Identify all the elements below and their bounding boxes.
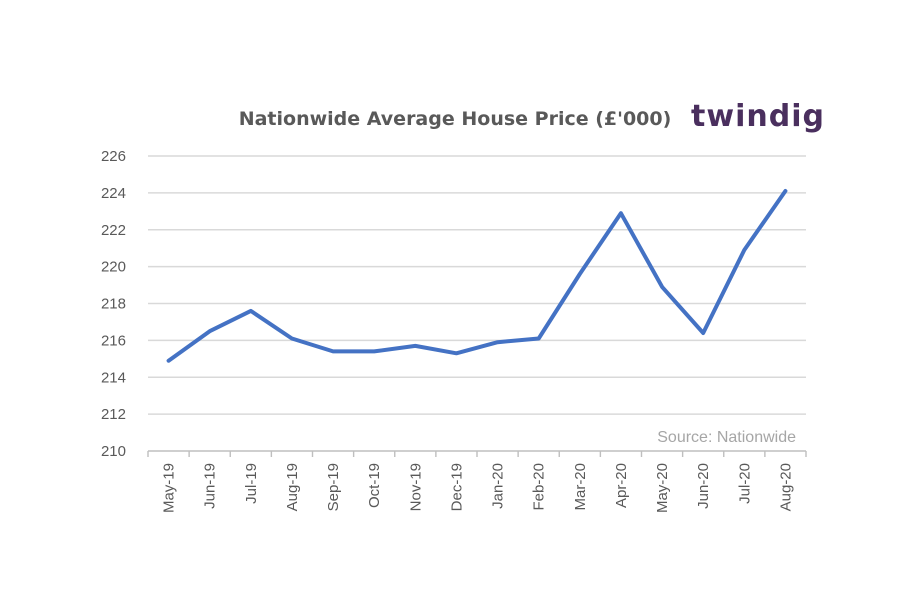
series-line — [166, 189, 788, 363]
x-tick-label: Jul-19 — [243, 463, 260, 504]
x-axis-ticks: May-19 Jun-19 Jul-19 Aug-19 Sep-19 Oct-19 Nov-… — [161, 463, 795, 513]
x-tick-label: Feb-20 — [531, 463, 548, 511]
x-tick-label: May-19 — [161, 463, 178, 513]
y-tick-label: 216 — [101, 332, 126, 349]
x-tick-label: Mar-20 — [572, 463, 589, 511]
x-tick-label: Dec-19 — [448, 463, 465, 511]
x-tick-label: Aug-19 — [284, 463, 301, 511]
x-tick-label: Sep-19 — [325, 463, 342, 511]
x-tick-label: Oct-19 — [366, 463, 383, 508]
y-tick-label: 210 — [101, 443, 126, 460]
y-tick-label: 222 — [101, 222, 126, 239]
x-tick-label: Jun-19 — [202, 463, 219, 509]
gridlines — [148, 155, 806, 415]
y-tick-label: 220 — [101, 259, 126, 276]
x-tick-label: Jun-20 — [695, 463, 712, 509]
x-axis-tickmarks — [147, 451, 807, 457]
x-tick-label: Aug-20 — [777, 463, 794, 511]
x-tick-label: Jan-20 — [490, 463, 507, 509]
x-tick-label: Apr-20 — [613, 463, 630, 508]
x-tick-label: Jul-20 — [736, 463, 753, 504]
y-tick-label: 212 — [101, 406, 126, 423]
twindig-logo: twindig — [691, 99, 825, 134]
y-axis-ticks: 210 212 214 216 218 220 222 224 226 — [101, 148, 126, 460]
y-tick-label: 214 — [101, 369, 126, 386]
y-tick-label: 226 — [101, 148, 126, 165]
y-tick-label: 224 — [101, 185, 126, 202]
source-note: Source: Nationwide — [657, 429, 796, 446]
y-tick-label: 218 — [101, 296, 126, 313]
x-tick-label: May-20 — [654, 463, 671, 513]
x-tick-label: Nov-19 — [407, 463, 424, 511]
chart-title: Nationwide Average House Price (£'000) — [239, 108, 672, 130]
